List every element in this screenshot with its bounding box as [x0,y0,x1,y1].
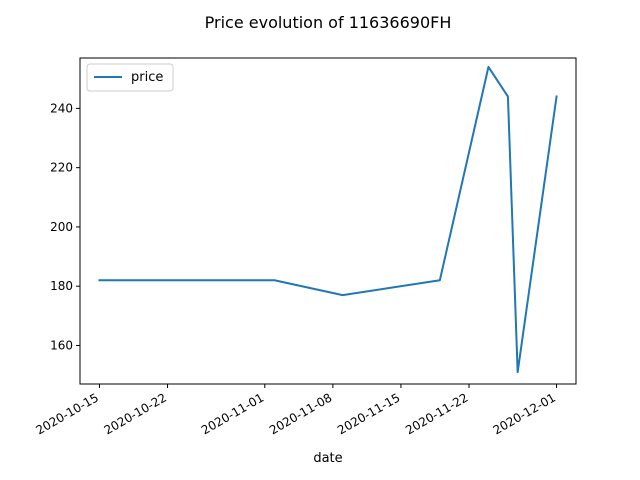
legend-label-price: price [131,70,163,85]
y-tick-label: 160 [50,338,73,352]
x-axis-label: date [313,451,342,466]
y-tick-label: 180 [50,279,73,293]
chart-title: Price evolution of 11636690FH [205,13,452,32]
y-tick-label: 240 [50,101,73,115]
y-tick-label: 220 [50,161,73,175]
plot-frame [79,57,577,385]
y-tick-label: 200 [50,220,73,234]
legend: price [86,63,174,92]
plot-area [79,57,577,385]
plot-background [80,58,576,384]
series-line-price [98,65,558,374]
legend-box [86,63,174,92]
y-axis-ticks: 160 180 200 220 240 [50,101,80,352]
